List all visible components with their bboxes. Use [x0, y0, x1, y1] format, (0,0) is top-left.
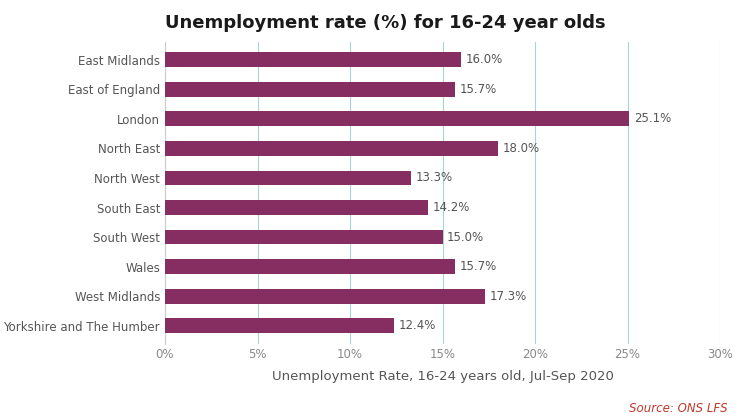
Text: 14.2%: 14.2% — [432, 201, 470, 214]
Text: 16.0%: 16.0% — [466, 53, 503, 66]
Bar — [165, 52, 461, 67]
Text: 15.0%: 15.0% — [447, 230, 485, 243]
Bar — [165, 230, 442, 245]
Bar — [165, 171, 411, 185]
Text: 15.7%: 15.7% — [460, 260, 497, 273]
Bar — [165, 318, 394, 333]
Bar — [165, 111, 629, 126]
Text: 18.0%: 18.0% — [503, 142, 540, 155]
Bar — [165, 141, 498, 156]
Text: 12.4%: 12.4% — [399, 319, 436, 332]
Text: 15.7%: 15.7% — [460, 83, 497, 96]
Text: 17.3%: 17.3% — [490, 290, 527, 303]
X-axis label: Unemployment Rate, 16-24 years old, Jul-Sep 2020: Unemployment Rate, 16-24 years old, Jul-… — [272, 370, 614, 383]
Bar — [165, 289, 485, 304]
Text: 13.3%: 13.3% — [416, 171, 453, 184]
Bar — [165, 259, 455, 274]
Bar — [165, 82, 455, 97]
Text: Unemployment rate (%) for 16-24 year olds: Unemployment rate (%) for 16-24 year old… — [165, 14, 606, 32]
Text: Source: ONS LFS: Source: ONS LFS — [628, 402, 728, 415]
Text: 25.1%: 25.1% — [634, 112, 671, 125]
Bar — [165, 200, 428, 215]
